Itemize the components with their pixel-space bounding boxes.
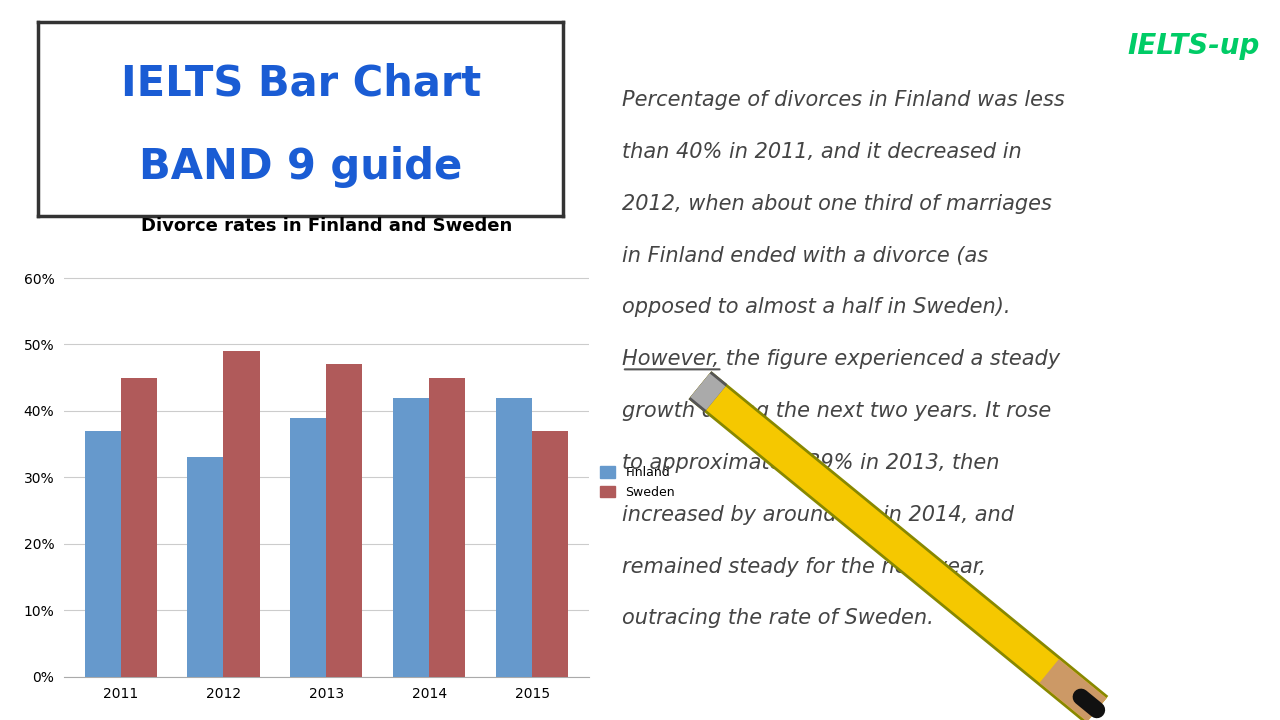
Title: Divorce rates in Finland and Sweden: Divorce rates in Finland and Sweden	[141, 217, 512, 235]
Bar	[497, 397, 532, 677]
Text: than 40% in 2011, and it decreased in: than 40% in 2011, and it decreased in	[622, 142, 1021, 162]
Legend: Finland, Sweden: Finland, Sweden	[600, 467, 675, 498]
Bar	[326, 364, 362, 677]
Text: IELTS-up: IELTS-up	[1128, 32, 1260, 60]
Text: outracing the rate of Sweden.: outracing the rate of Sweden.	[622, 608, 933, 629]
Bar	[291, 418, 326, 677]
Bar	[84, 431, 120, 677]
Bar	[532, 431, 568, 677]
Text: 2012, when about one third of marriages: 2012, when about one third of marriages	[622, 194, 1052, 214]
Text: Percentage of divorces in Finland was less: Percentage of divorces in Finland was le…	[622, 90, 1065, 110]
Text: opposed to almost a half in Sweden).: opposed to almost a half in Sweden).	[622, 297, 1010, 318]
Text: However, the figure experienced a steady: However, the figure experienced a steady	[622, 349, 1060, 369]
Bar	[393, 397, 429, 677]
Bar	[224, 351, 260, 677]
Bar	[187, 457, 224, 677]
Text: in Finland ended with a divorce (as: in Finland ended with a divorce (as	[622, 246, 988, 266]
Bar	[120, 378, 156, 677]
Text: IELTS Bar Chart: IELTS Bar Chart	[120, 63, 481, 105]
Text: to approximately 39% in 2013, then: to approximately 39% in 2013, then	[622, 453, 1000, 473]
Bar	[429, 378, 466, 677]
Text: growth during the next two years. It rose: growth during the next two years. It ros…	[622, 401, 1051, 421]
Text: remained steady for the next year,: remained steady for the next year,	[622, 557, 986, 577]
Text: increased by around 3% in 2014, and: increased by around 3% in 2014, and	[622, 505, 1014, 525]
Text: BAND 9 guide: BAND 9 guide	[140, 146, 462, 189]
